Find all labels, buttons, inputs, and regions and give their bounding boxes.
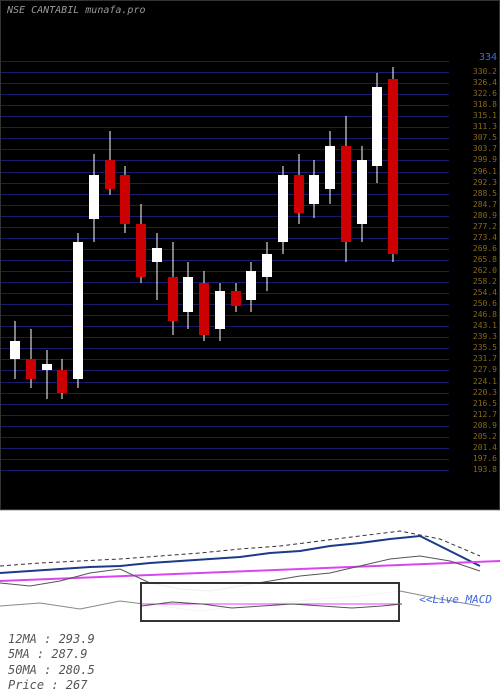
info-panel: 12MA : 293.9 5MA : 287.9 50MA : 280.5 Pr… xyxy=(8,632,95,694)
ma50-text: 50MA : 280.5 xyxy=(8,663,95,679)
chart-plot-area xyxy=(1,61,449,479)
inset-chart xyxy=(140,582,400,622)
indicator-panel: <<Live MACD xyxy=(0,510,500,630)
ma12-text: 12MA : 293.9 xyxy=(8,632,95,648)
inset-lines xyxy=(142,584,402,624)
symbol-label: NSE CANTABIL xyxy=(7,5,79,16)
source-label: munafa.pro xyxy=(85,5,145,16)
chart-header: NSE CANTABIL munafa.pro xyxy=(7,5,146,16)
y-top-label: 334 xyxy=(479,53,497,63)
candle-series xyxy=(1,61,449,479)
ma5-text: 5MA : 287.9 xyxy=(8,647,95,663)
candlestick-chart: NSE CANTABIL munafa.pro 334 330.2326.432… xyxy=(0,0,500,510)
y-axis-labels: 334 330.2326.4322.6318.8315.1311.3307.53… xyxy=(451,61,497,479)
macd-label: <<Live MACD xyxy=(419,593,492,606)
price-text: Price : 267 xyxy=(8,678,95,694)
